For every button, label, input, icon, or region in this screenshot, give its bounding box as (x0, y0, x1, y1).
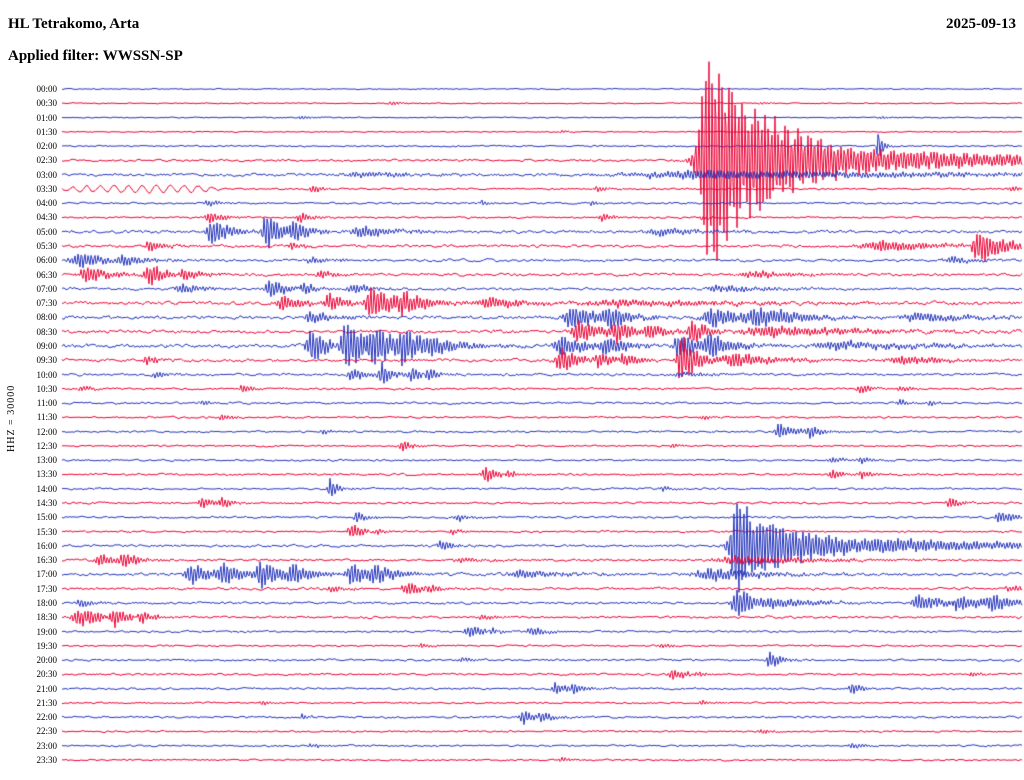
time-label: 05:00 (36, 226, 57, 237)
time-label: 03:30 (36, 183, 57, 194)
time-label: 02:00 (36, 141, 57, 152)
time-label: 01:00 (36, 112, 57, 123)
time-label: 21:30 (36, 697, 57, 708)
time-label: 03:00 (36, 169, 57, 180)
time-label: 02:30 (36, 155, 57, 166)
time-label: 12:00 (36, 426, 57, 437)
time-label: 00:30 (36, 98, 57, 109)
time-label: 00:00 (36, 84, 57, 94)
time-label: 10:30 (36, 383, 57, 394)
time-label: 08:00 (36, 312, 57, 323)
time-label: 10:00 (36, 369, 57, 380)
time-label: 16:30 (36, 555, 57, 566)
time-label: 22:00 (36, 712, 57, 723)
time-label: 07:00 (36, 283, 57, 294)
time-label: 16:00 (36, 540, 57, 551)
time-label: 18:00 (36, 597, 57, 608)
time-label: 12:30 (36, 440, 57, 451)
time-label: 13:00 (36, 455, 57, 466)
time-label: 22:30 (36, 726, 57, 737)
time-label: 23:30 (36, 755, 57, 765)
time-label: 17:30 (36, 583, 57, 594)
time-label: 23:00 (36, 740, 57, 751)
date-label: 2025-09-13 (946, 16, 1016, 32)
time-label: 09:30 (36, 355, 57, 366)
time-label: 20:00 (36, 655, 57, 666)
time-label: 06:30 (36, 269, 57, 280)
time-label: 07:30 (36, 298, 57, 309)
time-label: 04:30 (36, 212, 57, 223)
filter-label: Applied filter: WWSSN-SP (8, 48, 183, 64)
time-label: 14:00 (36, 483, 57, 494)
time-label: 15:00 (36, 512, 57, 523)
time-label: 14:30 (36, 498, 57, 509)
time-label: 21:00 (36, 683, 57, 694)
time-label: 18:30 (36, 612, 57, 623)
time-label: 05:30 (36, 241, 57, 252)
time-label: 09:00 (36, 340, 57, 351)
time-label: 13:30 (36, 469, 57, 480)
time-label: 19:00 (36, 626, 57, 637)
time-label: 15:30 (36, 526, 57, 537)
station-title: HL Tetrakomo, Arta (8, 16, 140, 32)
time-label: 11:30 (36, 412, 57, 423)
time-label: 20:30 (36, 669, 57, 680)
time-label: 11:00 (36, 398, 57, 409)
time-label: 06:00 (36, 255, 57, 266)
time-label: 08:30 (36, 326, 57, 337)
time-label: 17:00 (36, 569, 57, 580)
time-label: 01:30 (36, 126, 57, 137)
time-label: 19:30 (36, 640, 57, 651)
time-label: 04:00 (36, 198, 57, 209)
